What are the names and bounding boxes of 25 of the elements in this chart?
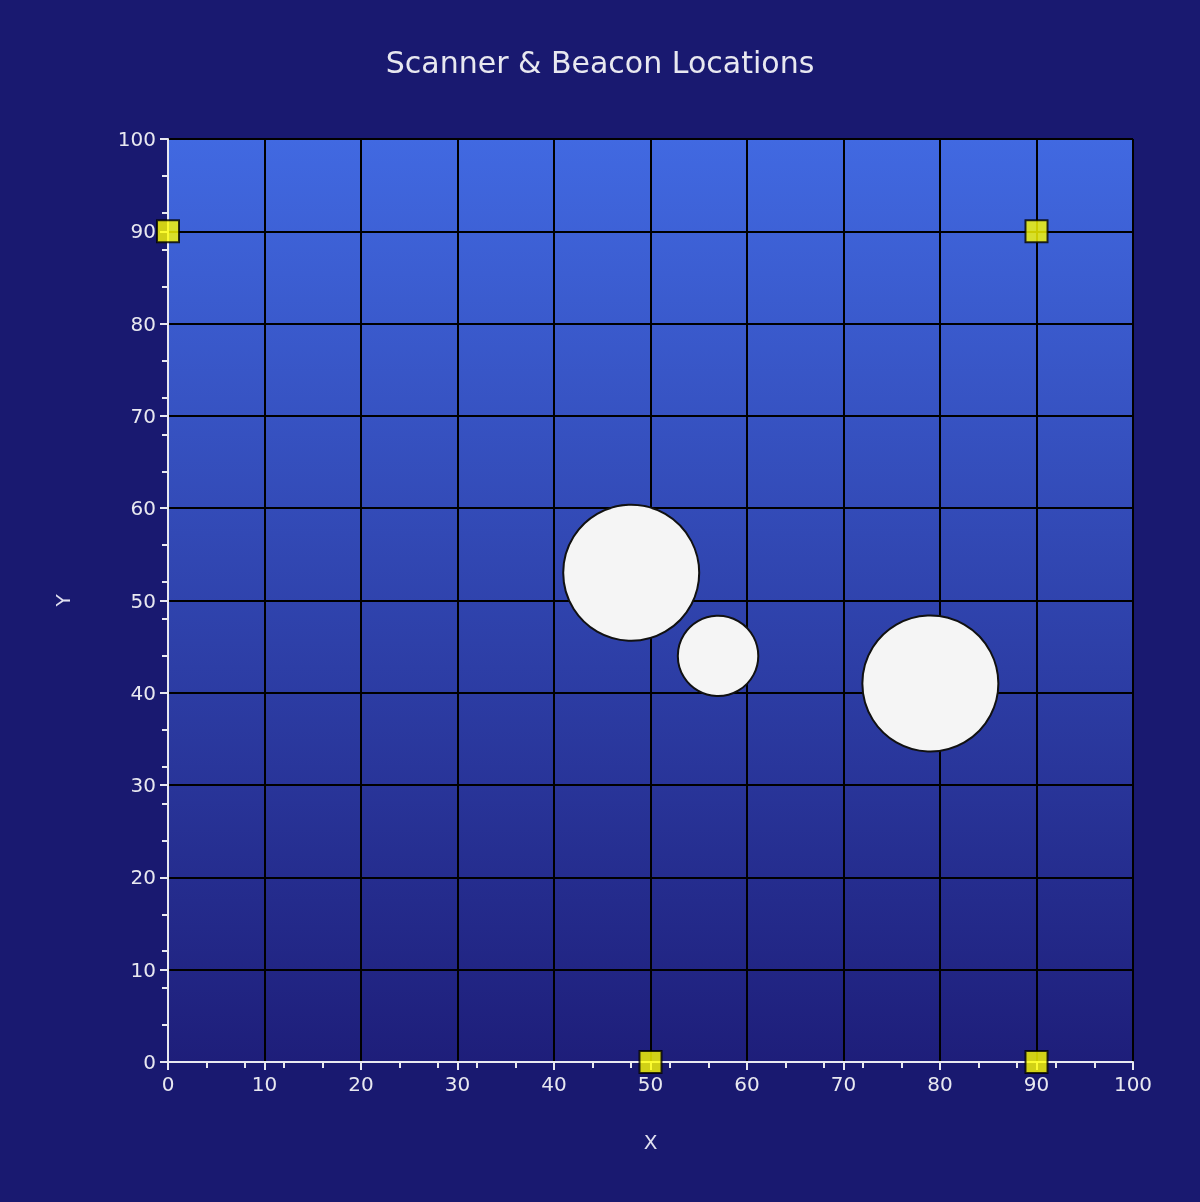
- y-tick-label: 40: [130, 680, 156, 705]
- x-tick-label: 0: [161, 1072, 175, 1096]
- y-tick-label: 80: [130, 311, 156, 336]
- x-tick-label: 70: [830, 1072, 857, 1096]
- y-tick-label: 0: [143, 1050, 156, 1074]
- x-tick-label: 50: [637, 1072, 664, 1096]
- x-tick-label: 90: [1023, 1072, 1050, 1096]
- y-tick-label: 10: [130, 957, 156, 982]
- x-tick-label: 20: [348, 1072, 374, 1096]
- y-tick-label: 30: [130, 773, 156, 798]
- x-tick-label: 60: [734, 1072, 760, 1096]
- x-tick-label: 100: [1113, 1072, 1153, 1096]
- x-axis-title: X: [643, 1130, 658, 1154]
- y-tick-label: 50: [130, 588, 156, 613]
- x-tick-label: 80: [927, 1072, 953, 1096]
- y-tick-label: 100: [117, 127, 156, 151]
- y-tick-label: 20: [130, 865, 156, 890]
- y-tick-label: 70: [130, 403, 156, 428]
- chart-title: Scanner & Beacon Locations: [385, 44, 815, 80]
- y-tick-label: 60: [130, 496, 156, 521]
- x-tick-label: 40: [541, 1072, 567, 1096]
- y-axis-title: Y: [51, 593, 75, 608]
- y-tick-label: 90: [130, 219, 156, 244]
- x-tick-label: 30: [444, 1072, 471, 1096]
- x-tick-label: 10: [251, 1072, 278, 1096]
